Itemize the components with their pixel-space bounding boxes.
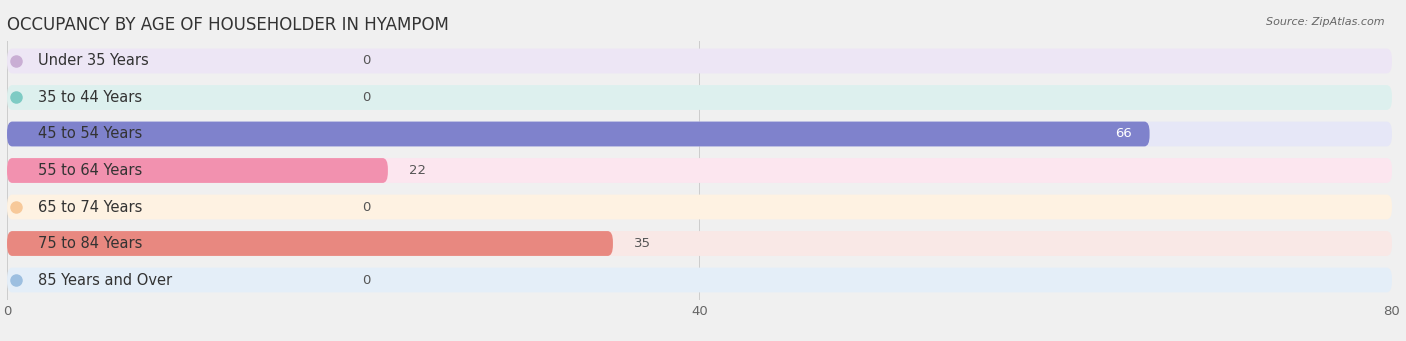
Text: 65 to 74 Years: 65 to 74 Years <box>38 199 142 214</box>
FancyBboxPatch shape <box>7 48 1392 73</box>
Text: Under 35 Years: Under 35 Years <box>38 54 149 69</box>
Text: 22: 22 <box>409 164 426 177</box>
Text: 66: 66 <box>1115 128 1132 140</box>
Text: 35 to 44 Years: 35 to 44 Years <box>38 90 142 105</box>
FancyBboxPatch shape <box>7 268 1392 293</box>
Text: Source: ZipAtlas.com: Source: ZipAtlas.com <box>1267 17 1385 27</box>
Text: 0: 0 <box>361 91 370 104</box>
Text: 45 to 54 Years: 45 to 54 Years <box>38 127 142 142</box>
Text: 0: 0 <box>361 55 370 68</box>
FancyBboxPatch shape <box>7 231 613 256</box>
Text: 55 to 64 Years: 55 to 64 Years <box>38 163 142 178</box>
Text: OCCUPANCY BY AGE OF HOUSEHOLDER IN HYAMPOM: OCCUPANCY BY AGE OF HOUSEHOLDER IN HYAMP… <box>7 16 449 34</box>
FancyBboxPatch shape <box>7 231 1392 256</box>
Text: 75 to 84 Years: 75 to 84 Years <box>38 236 142 251</box>
FancyBboxPatch shape <box>7 158 388 183</box>
Text: 35: 35 <box>634 237 651 250</box>
FancyBboxPatch shape <box>7 122 1150 146</box>
Text: 0: 0 <box>361 273 370 286</box>
Text: 85 Years and Over: 85 Years and Over <box>38 272 173 287</box>
FancyBboxPatch shape <box>7 122 1392 146</box>
FancyBboxPatch shape <box>7 158 1392 183</box>
FancyBboxPatch shape <box>7 85 1392 110</box>
Text: 0: 0 <box>361 201 370 213</box>
FancyBboxPatch shape <box>7 195 1392 219</box>
